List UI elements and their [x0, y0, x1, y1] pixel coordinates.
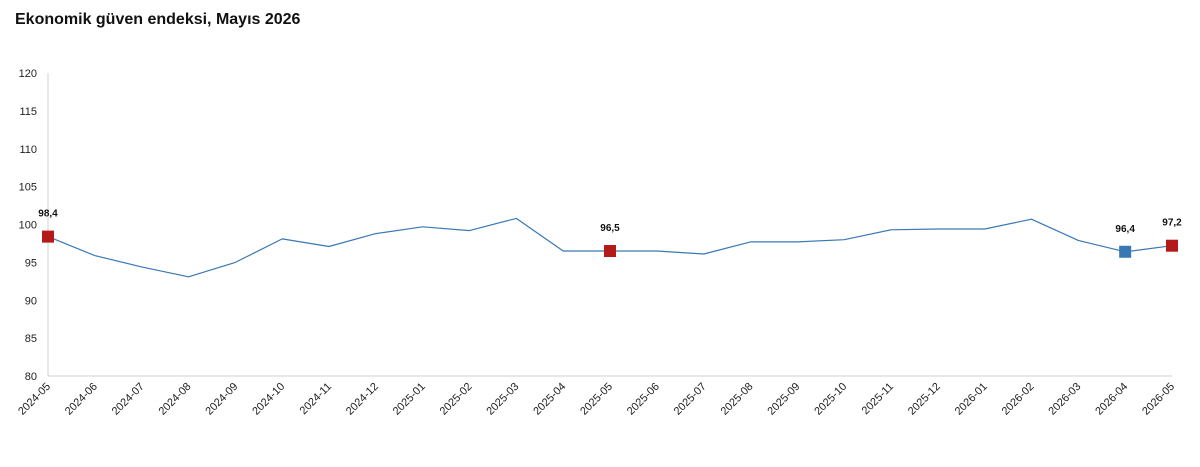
y-tick-label: 90 [25, 295, 37, 307]
highlight-marker [1119, 245, 1132, 258]
y-tick-label: 95 [25, 257, 37, 269]
y-tick-label: 105 [19, 182, 37, 194]
x-tick-label: 2024-10 [250, 381, 287, 418]
highlight-marker [604, 245, 616, 258]
x-tick-label: 2026-03 [1046, 381, 1083, 418]
x-tick-label: 2025-05 [578, 381, 615, 418]
highlight-marker [42, 230, 54, 243]
x-tick-label: 2024-06 [63, 381, 100, 418]
x-tick-label: 2025-03 [484, 381, 521, 418]
y-tick-label: 110 [19, 144, 37, 156]
data-label: 96,4 [1115, 224, 1135, 235]
x-tick-label: 2025-11 [860, 381, 896, 417]
x-tick-label: 2025-10 [812, 381, 849, 418]
data-label: 97,2 [1162, 218, 1182, 229]
x-tick-label: 2025-07 [672, 381, 709, 418]
x-axis: 2024-05 2024-06 2024-07 2024-08 2024-09 2024-… [16, 375, 1177, 418]
y-tick-label: 120 [19, 68, 37, 80]
y-tick-label: 85 [25, 333, 37, 345]
highlight-marker [1166, 239, 1178, 252]
y-tick-label: 115 [19, 106, 37, 118]
x-tick-label: 2025-08 [719, 381, 756, 418]
x-tick-label: 2026-05 [1140, 381, 1177, 418]
x-tick-label: 2024-12 [344, 381, 381, 418]
x-tick-label: 2024-09 [203, 381, 240, 418]
marker-layer: 98,4 96,5 96,4 97,2 [38, 209, 1182, 258]
data-label: 96,5 [600, 223, 620, 234]
x-tick-label: 2025-04 [531, 381, 568, 418]
y-axis: 80 85 90 95 100 105 110 115 120 [19, 68, 49, 383]
x-tick-label: 2026-02 [1000, 381, 1037, 418]
x-tick-label: 2026-04 [1093, 381, 1130, 418]
x-tick-label: 2025-02 [438, 381, 475, 418]
data-label: 98,4 [38, 209, 58, 220]
x-tick-label: 2025-01 [391, 381, 428, 418]
x-tick-label: 2026-01 [953, 381, 990, 418]
chart-title: Ekonomik güven endeksi, Mayıs 2026 [15, 11, 301, 28]
y-tick-label: 100 [19, 220, 37, 232]
x-tick-label: 2024-11 [298, 381, 334, 417]
x-tick-label: 2024-08 [157, 381, 194, 418]
y-tick-label: 80 [25, 371, 37, 383]
x-tick-label: 2025-09 [765, 381, 802, 418]
x-tick-label: 2025-12 [906, 381, 943, 418]
x-tick-label: 2025-06 [625, 381, 662, 418]
x-tick-label: 2024-05 [16, 381, 53, 418]
x-tick-label: 2024-07 [110, 381, 147, 418]
